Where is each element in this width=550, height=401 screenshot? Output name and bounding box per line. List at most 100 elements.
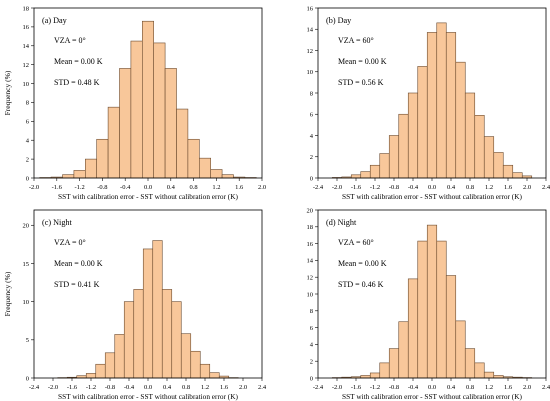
x-tick-label: 2.4	[258, 384, 267, 391]
stats-annotation: Mean = 0.00 K	[54, 259, 103, 268]
histogram-bar	[369, 372, 381, 379]
x-tick-label: -0.4	[408, 184, 419, 191]
x-tick-label: 1.6	[504, 384, 513, 391]
histogram-bar	[426, 32, 438, 179]
histogram-bar	[142, 20, 155, 179]
y-tick-label: 2	[310, 154, 313, 161]
x-tick-label: 2.4	[542, 384, 550, 391]
x-tick-label: 0.0	[144, 384, 152, 391]
histogram-bar	[398, 321, 409, 379]
histogram-bar	[73, 170, 86, 179]
x-tick-label: 2.0	[239, 384, 247, 391]
histogram-bar	[119, 68, 132, 179]
chart-panel-1: -2.4 -2.0 -1.6 -1.2 -0.8 -0.4 0.0 0.4 0.8 1.2 1.6 2…	[307, 5, 550, 201]
y-tick-label: 8	[310, 90, 313, 97]
stats-annotation: VZA = 0°	[54, 238, 86, 247]
histogram-bar	[474, 115, 485, 179]
histogram-bar	[483, 136, 495, 179]
histogram-bar	[474, 362, 485, 379]
x-tick-label: 0.8	[466, 384, 474, 391]
panel-label: (b) Day	[326, 16, 352, 25]
x-tick-label: -1.6	[67, 384, 78, 391]
stats-annotation: VZA = 60°	[338, 238, 374, 247]
y-tick-label: 6	[310, 325, 314, 332]
x-tick-label: -1.2	[370, 384, 380, 391]
histogram-bar	[221, 174, 234, 179]
y-tick-label: 6	[310, 112, 314, 119]
y-tick-label: 15	[23, 261, 30, 268]
x-axis-title: SST with calibration error - SST without…	[342, 192, 522, 201]
histogram-bar	[388, 135, 400, 179]
x-tick-label: -1.2	[370, 184, 380, 191]
histogram-bar	[209, 372, 220, 379]
x-tick-label: -2.4	[313, 384, 324, 391]
histogram-bar	[417, 240, 428, 379]
histogram-bar	[436, 22, 447, 179]
x-tick-label: -2.0	[332, 184, 342, 191]
y-tick-label: 8	[26, 100, 29, 107]
histogram-bar	[187, 138, 200, 179]
panel-label: (a) Day	[42, 16, 68, 25]
x-tick-label: -0.8	[389, 184, 399, 191]
x-tick-label: 1.2	[485, 384, 493, 391]
y-tick-label: 20	[23, 223, 30, 230]
stats-annotation: Mean = 0.00 K	[338, 259, 387, 268]
histogram-bar	[445, 32, 457, 179]
histogram-bar	[199, 157, 212, 179]
stats-annotation: STD = 0.46 K	[338, 280, 384, 289]
y-axis-title: Frequency (%)	[3, 70, 12, 115]
x-tick-label: 0.8	[182, 384, 190, 391]
histogram-bar	[210, 169, 223, 179]
chart-panel-2: -2.4 -2.0 -1.6 -1.2 -0.8 -0.4 0.0 0.4 0.8 1.2 1.6 2…	[3, 209, 267, 401]
x-tick-label: 2.0	[258, 184, 266, 191]
y-tick-label: 0	[310, 375, 313, 382]
histogram-bar	[95, 363, 106, 379]
histogram-bar	[426, 224, 438, 379]
y-tick-label: 12	[23, 62, 30, 69]
y-tick-label: 20	[307, 207, 314, 214]
x-tick-label: -2.0	[29, 184, 39, 191]
histogram-bar	[199, 363, 211, 379]
histogram-bar	[445, 275, 457, 379]
x-tick-label: 1.2	[212, 184, 220, 191]
x-axis-title: SST with calibration error - SST without…	[342, 392, 522, 401]
y-tick-label: 10	[307, 69, 314, 76]
chart-panel-0: -2.0 -1.6 -1.2 -0.8 -0.4 0.0 0.4 0.8 1.2 1.6 2.0 0 2…	[3, 5, 266, 201]
stats-annotation: Mean = 0.00 K	[54, 57, 103, 66]
histogram-bar	[464, 92, 476, 179]
x-axis-title: SST with calibration error - SST without…	[58, 192, 238, 201]
y-tick-label: 2	[310, 359, 313, 366]
histogram-bar	[171, 301, 182, 379]
x-tick-label: -1.6	[351, 384, 362, 391]
histogram-bar	[96, 138, 109, 179]
histogram-bar	[455, 61, 466, 179]
histogram-bar	[407, 92, 419, 179]
y-tick-label: 2	[26, 156, 29, 163]
x-tick-label: -0.8	[97, 184, 107, 191]
y-tick-label: 12	[307, 275, 314, 282]
x-tick-label: 1.6	[235, 184, 244, 191]
x-tick-label: 2.0	[523, 384, 531, 391]
histogram-bar	[417, 66, 428, 179]
histogram-bar	[123, 301, 135, 379]
x-tick-label: -2.0	[48, 384, 58, 391]
x-tick-label: -1.2	[74, 184, 84, 191]
histogram-bar	[85, 158, 98, 179]
histogram-bar	[350, 174, 362, 179]
histogram-bar	[85, 373, 97, 379]
y-tick-label: 8	[310, 308, 313, 315]
x-tick-label: 0.0	[144, 184, 152, 191]
y-tick-label: 4	[310, 342, 314, 349]
histogram-bar	[388, 348, 400, 379]
x-tick-label: 0.8	[466, 184, 474, 191]
histogram-bar	[398, 113, 409, 179]
x-tick-label: 2.4	[542, 184, 550, 191]
x-tick-label: -2.0	[332, 384, 342, 391]
histogram-bar	[455, 320, 466, 379]
histogram-bar	[483, 371, 495, 379]
histogram-bar	[502, 164, 514, 179]
stats-annotation: VZA = 0°	[54, 36, 86, 45]
x-tick-label: -2.4	[29, 384, 40, 391]
y-tick-label: 0	[26, 375, 29, 382]
